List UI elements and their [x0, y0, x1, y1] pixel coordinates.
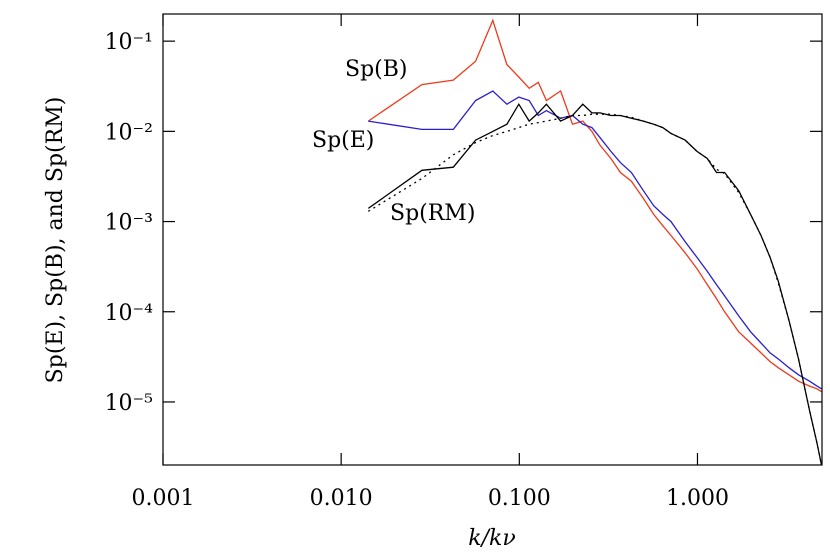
series-line	[368, 90, 822, 390]
x-axis-label: k/kν	[468, 526, 515, 551]
series-label: Sp(B)	[345, 57, 408, 82]
y-axis-label: Sp(E), Sp(B), and Sp(RM)	[43, 97, 68, 384]
axes	[162, 14, 822, 465]
x-tick-label: 0.001	[132, 486, 195, 511]
y-tick-label: 10⁻¹	[105, 30, 153, 55]
plot-frame	[162, 13, 823, 466]
y-tick-label: 10⁻³	[105, 211, 153, 236]
x-tick-label: 0.010	[310, 486, 373, 511]
x-tick-label: 0.100	[488, 486, 551, 511]
x-tick-label: 1.000	[666, 486, 729, 511]
series-line	[367, 113, 822, 465]
series-label: Sp(RM)	[390, 201, 475, 226]
y-tick-label: 10⁻²	[105, 120, 153, 145]
series-line	[367, 102, 822, 465]
series-line	[367, 18, 822, 393]
series-label: Sp(E)	[312, 128, 374, 153]
y-tick-label: 10⁻⁵	[105, 391, 153, 416]
plot-lines	[367, 18, 822, 465]
y-tick-label: 10⁻⁴	[105, 301, 154, 326]
